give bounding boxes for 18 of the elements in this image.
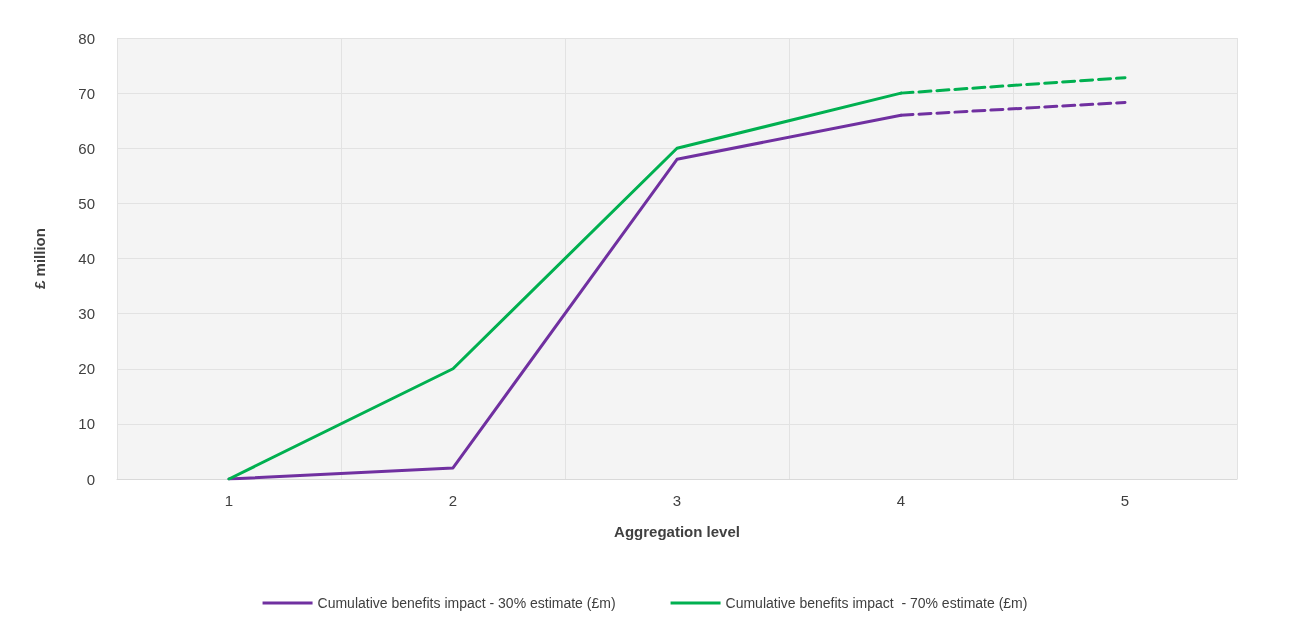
x-tick-label: 1 bbox=[224, 492, 234, 509]
legend-label: Cumulative benefits impact - 70% estimate (£m) bbox=[725, 595, 1028, 611]
x-tick-label: 4 bbox=[896, 492, 906, 509]
y-tick-label: 10 bbox=[78, 415, 95, 433]
y-tick-label: 60 bbox=[78, 139, 95, 157]
y-tick-label: 50 bbox=[78, 194, 95, 212]
y-tick-label: 0 bbox=[86, 470, 95, 488]
y-tick-label: 20 bbox=[78, 360, 95, 378]
x-tick-label: 5 bbox=[1120, 492, 1130, 509]
x-tick-label: 3 bbox=[672, 492, 682, 509]
y-axis-title: £ million bbox=[31, 228, 48, 289]
y-tick-label: 80 bbox=[78, 29, 95, 47]
y-tick-label: 70 bbox=[78, 84, 95, 102]
legend-label: Cumulative benefits impact - 30% estimate (£m) bbox=[317, 595, 616, 611]
x-axis-title: Aggregation level bbox=[614, 523, 740, 540]
y-tick-label: 30 bbox=[78, 305, 95, 323]
x-tick-label: 2 bbox=[448, 492, 458, 509]
y-tick-label: 40 bbox=[78, 250, 95, 267]
